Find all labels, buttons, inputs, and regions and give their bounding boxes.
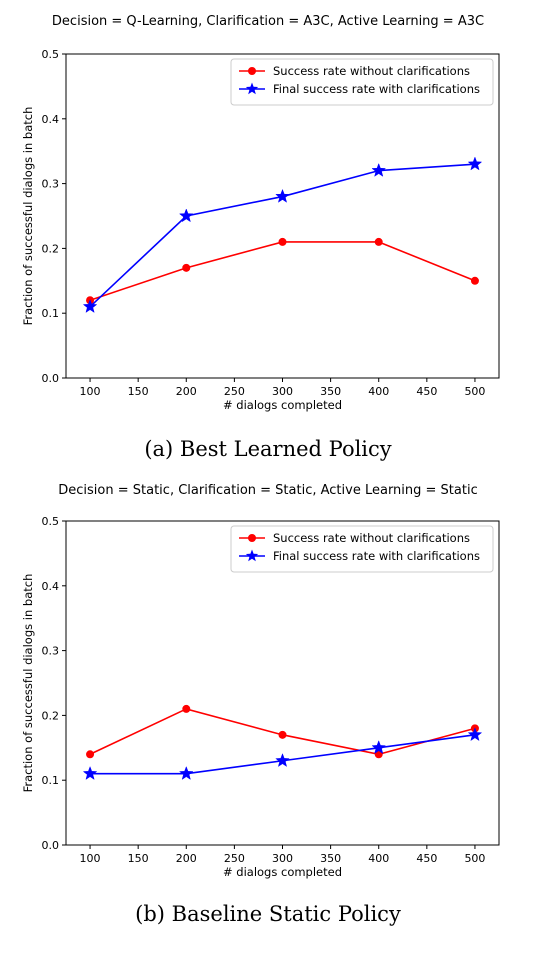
y-tick-label: 0.0 bbox=[42, 839, 60, 852]
data-point-circle bbox=[182, 263, 191, 272]
legend-marker-star bbox=[245, 549, 259, 562]
data-point-star bbox=[82, 766, 98, 780]
data-point-star bbox=[178, 766, 194, 780]
y-tick-label: 0.2 bbox=[42, 242, 60, 255]
y-tick-label: 0.1 bbox=[42, 774, 60, 787]
y-tick-label: 0.5 bbox=[42, 515, 60, 528]
x-tick-label: 150 bbox=[128, 385, 149, 398]
data-point-star bbox=[371, 740, 387, 755]
y-tick-label: 0.3 bbox=[42, 178, 60, 191]
y-axis-label: Fraction of successful dialogs in batch bbox=[21, 107, 35, 326]
x-axis-label: # dialogs completed bbox=[223, 865, 342, 879]
x-tick-label: 400 bbox=[368, 852, 389, 865]
x-tick-label: 350 bbox=[320, 385, 341, 398]
x-tick-label: 200 bbox=[176, 385, 197, 398]
chart-panel-b: Decision = Static, Clarification = Stati… bbox=[0, 478, 536, 959]
legend-marker-circle bbox=[248, 67, 256, 75]
data-point-star bbox=[371, 162, 387, 177]
chart-title: Decision = Static, Clarification = Stati… bbox=[58, 483, 478, 498]
x-tick-label: 300 bbox=[272, 385, 293, 398]
x-tick-label: 500 bbox=[464, 852, 485, 865]
legend-label: Final success rate with clarifications bbox=[273, 82, 480, 96]
y-tick-label: 0.1 bbox=[42, 307, 60, 320]
x-axis-label: # dialogs completed bbox=[223, 398, 342, 412]
x-tick-label: 150 bbox=[128, 852, 149, 865]
y-tick-label: 0.4 bbox=[42, 113, 60, 126]
x-tick-label: 450 bbox=[416, 852, 437, 865]
x-tick-label: 100 bbox=[80, 385, 101, 398]
chart-title: Decision = Q-Learning, Clarification = A… bbox=[51, 14, 485, 29]
data-point-circle bbox=[278, 730, 287, 739]
x-tick-label: 200 bbox=[176, 852, 197, 865]
x-tick-label: 250 bbox=[224, 852, 245, 865]
y-tick-label: 0.4 bbox=[42, 580, 60, 593]
legend-label: Final success rate with clarifications bbox=[273, 549, 480, 563]
series-line-1 bbox=[89, 241, 476, 301]
x-tick-label: 250 bbox=[224, 385, 245, 398]
data-point-star bbox=[82, 299, 98, 313]
y-tick-label: 0.0 bbox=[42, 372, 60, 385]
series-line-2 bbox=[89, 163, 475, 308]
chart-panel-a: Decision = Q-Learning, Clarification = A… bbox=[21, 14, 500, 461]
chart-caption: (a) Best Learned Policy bbox=[144, 437, 392, 461]
data-point-circle bbox=[182, 704, 191, 713]
data-point-star bbox=[467, 727, 483, 742]
data-point-circle bbox=[278, 237, 287, 246]
x-tick-label: 100 bbox=[80, 852, 101, 865]
data-point-star bbox=[275, 188, 290, 203]
data-point-circle bbox=[470, 276, 479, 285]
legend-label: Success rate without clarifications bbox=[273, 531, 470, 545]
line-chart-a: 100 150 200 250 300 350 400 450 500 0.0 0.1 0.2 0.3 0… bbox=[21, 48, 500, 412]
data-point-circle bbox=[86, 750, 95, 759]
x-tick-label: 300 bbox=[272, 852, 293, 865]
data-point-star bbox=[275, 753, 290, 767]
y-axis-label: Fraction of successful dialogs in batch bbox=[21, 574, 35, 793]
legend-box bbox=[230, 58, 494, 106]
data-point-star bbox=[178, 208, 194, 223]
x-tick-label: 450 bbox=[416, 385, 437, 398]
x-tick-label: 400 bbox=[368, 385, 389, 398]
x-tick-label: 500 bbox=[464, 385, 485, 398]
legend-marker-circle bbox=[248, 534, 256, 542]
legend-marker-star bbox=[245, 82, 259, 95]
y-tick-label: 0.3 bbox=[42, 645, 60, 658]
y-tick-label: 0.5 bbox=[42, 48, 60, 61]
chart-caption: (b) Baseline Static Policy bbox=[135, 902, 401, 926]
y-tick-label: 0.2 bbox=[42, 709, 60, 722]
legend-box bbox=[230, 525, 494, 573]
legend-label: Success rate without clarifications bbox=[273, 64, 470, 78]
data-point-star bbox=[467, 156, 483, 171]
line-chart-b: 100 150 200 250 300 350 400 450 500 0.0 0.1 0.2 0.3 0… bbox=[21, 515, 500, 879]
data-point-circle bbox=[374, 237, 383, 246]
x-tick-label: 350 bbox=[320, 852, 341, 865]
